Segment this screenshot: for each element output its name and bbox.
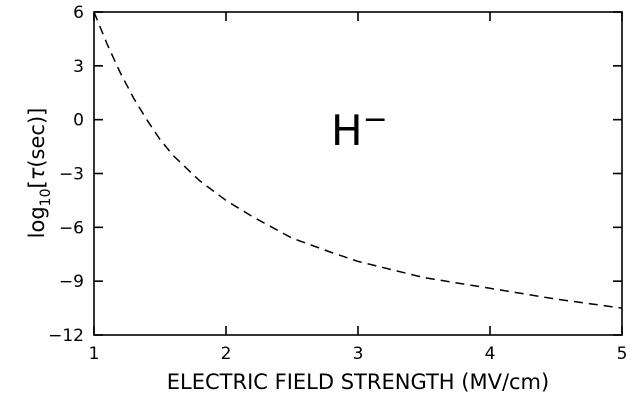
y-tick-label: −12: [48, 326, 84, 346]
x-tick-label: 4: [485, 344, 496, 364]
y-label-subscript: 10: [38, 189, 54, 207]
annotation-label: H−: [331, 102, 388, 155]
x-axis-label: ELECTRIC FIELD STRENGTH (MV/cm): [167, 370, 549, 394]
y-label-close-bracket: ]: [25, 108, 49, 116]
y-label-symbol: τ: [25, 167, 49, 180]
x-tick-label: 2: [221, 344, 232, 364]
y-label-unit: (sec): [25, 116, 49, 168]
y-tick-label: 3: [73, 57, 84, 77]
x-tick-label: 3: [353, 344, 364, 364]
annotation-base: H: [331, 106, 363, 155]
y-tick-label: −9: [59, 272, 84, 292]
plot-frame: [93, 11, 623, 336]
y-tick-label: −6: [59, 218, 84, 238]
y-label-open-bracket: [: [25, 180, 49, 188]
tick-marks: [93, 11, 623, 336]
tick-labels: 1 2 3 4 5 6 3 0 −3 −6 −9 −12: [48, 3, 627, 364]
y-label-prefix: log: [25, 206, 49, 238]
x-tick-label: 1: [89, 344, 100, 364]
y-tick-label: −3: [59, 165, 84, 185]
x-tick-label: 5: [617, 344, 628, 364]
y-axis-label: log10[τ(sec)]: [25, 108, 54, 239]
series-line: [93, 11, 623, 309]
y-tick-label: 0: [73, 111, 84, 131]
y-tick-label: 6: [73, 3, 84, 23]
annotation-superscript: −: [363, 102, 388, 137]
